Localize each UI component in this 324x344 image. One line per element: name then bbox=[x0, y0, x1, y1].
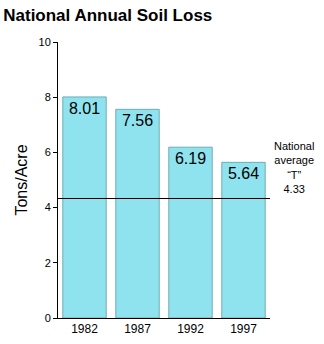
svg-text:1982: 1982 bbox=[71, 322, 98, 336]
svg-text:1997: 1997 bbox=[230, 322, 257, 336]
svg-text:6.19: 6.19 bbox=[175, 150, 206, 167]
svg-text:8.01: 8.01 bbox=[69, 100, 100, 117]
svg-text:0: 0 bbox=[45, 312, 51, 324]
svg-text:5.64: 5.64 bbox=[228, 165, 259, 182]
svg-text:4: 4 bbox=[45, 201, 51, 213]
svg-text:National Annual Soil Loss: National Annual Soil Loss bbox=[3, 6, 212, 25]
svg-text:7.56: 7.56 bbox=[122, 112, 153, 129]
svg-text:Nationalaverage“T”4.33: Nationalaverage“T”4.33 bbox=[274, 140, 314, 195]
svg-text:1992: 1992 bbox=[177, 322, 204, 336]
svg-text:8: 8 bbox=[45, 91, 51, 103]
svg-text:10: 10 bbox=[39, 36, 51, 48]
svg-text:1987: 1987 bbox=[124, 322, 151, 336]
svg-text:6: 6 bbox=[45, 146, 51, 158]
svg-text:Tons/Acre: Tons/Acre bbox=[13, 144, 30, 215]
svg-text:2: 2 bbox=[45, 257, 51, 269]
